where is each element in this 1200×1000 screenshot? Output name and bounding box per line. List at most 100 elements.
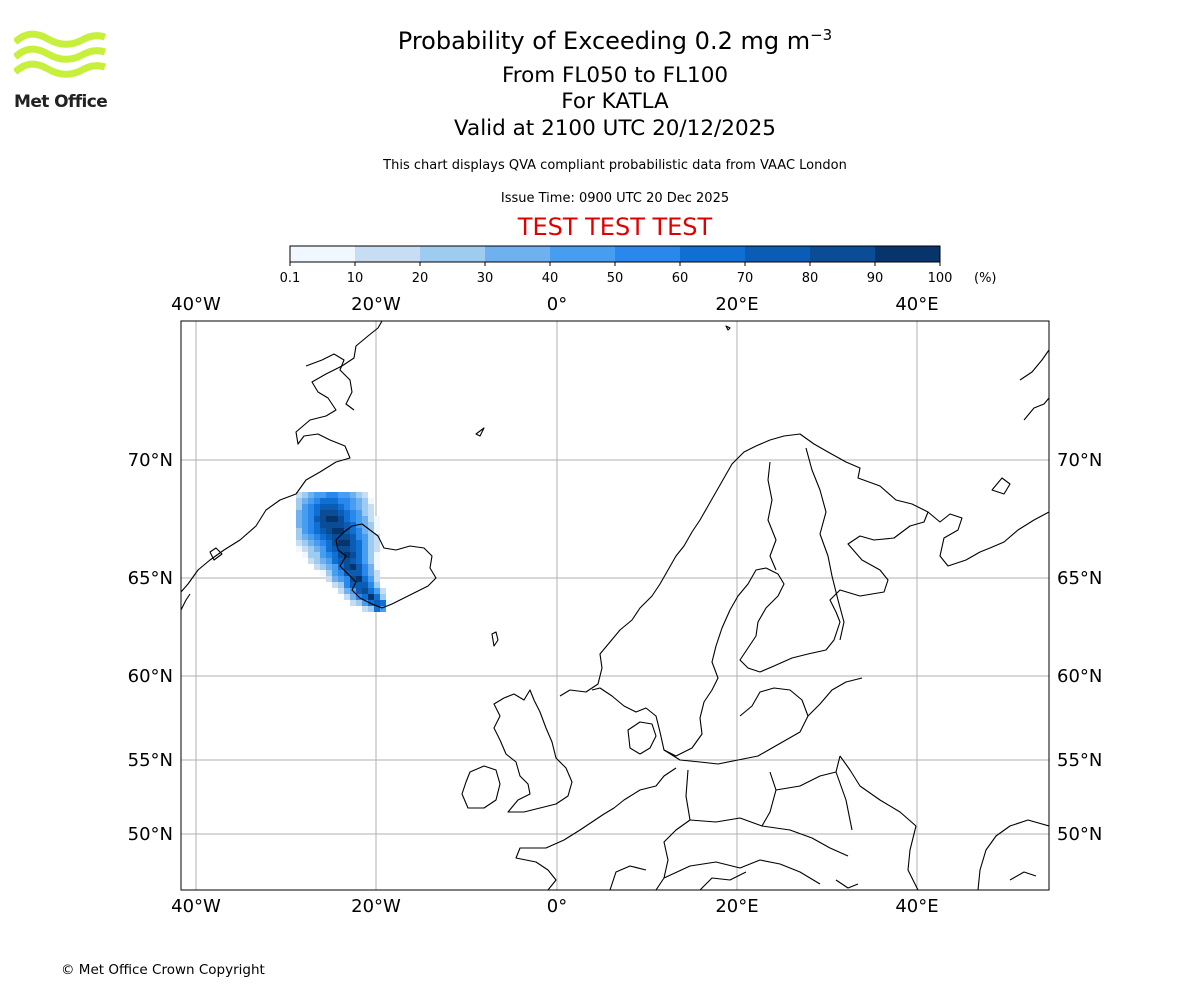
plume-cell: [374, 534, 380, 540]
plume-cell: [362, 564, 368, 570]
plume-cell: [344, 546, 350, 552]
colorbar-tick-label: 20: [412, 271, 429, 286]
plume-cell: [368, 564, 374, 570]
plume-cell: [374, 552, 380, 558]
plume-cell: [302, 540, 308, 546]
plume-cell: [344, 552, 350, 558]
plume-cell: [320, 516, 326, 522]
lat-label-right: 65°N: [1057, 568, 1102, 589]
plume-cell: [386, 600, 392, 606]
plume-cell: [308, 510, 314, 516]
met-office-logo: Met Office: [12, 30, 108, 114]
plume-cell: [302, 510, 308, 516]
plume-cell: [308, 528, 314, 534]
plume-cell: [338, 558, 344, 564]
plume-cell: [350, 498, 356, 504]
plume-cell: [344, 558, 350, 564]
plume-cell: [350, 558, 356, 564]
plume-cell: [320, 546, 326, 552]
plume-cell: [362, 600, 368, 606]
sweden-coast: [591, 567, 785, 757]
plume-cell: [332, 564, 338, 570]
copyright: © Met Office Crown Copyright: [61, 962, 265, 978]
lon-label-top: 20°E: [715, 294, 758, 315]
plume-cell: [344, 522, 350, 528]
plume-cell: [368, 588, 374, 594]
colorbar-segment: [615, 246, 681, 262]
plume-cell: [332, 576, 338, 582]
plume-cell: [374, 540, 380, 546]
plume-cell: [338, 498, 344, 504]
plume-cell: [356, 498, 362, 504]
plume-cell: [368, 522, 374, 528]
plume-cell: [332, 492, 338, 498]
lon-label-bottom: 40°E: [895, 896, 938, 917]
lat-label-right: 70°N: [1057, 450, 1102, 471]
plume-cell: [314, 504, 320, 510]
colorbar-tick-label: 30: [477, 271, 494, 286]
plume-cell: [332, 528, 338, 534]
plume-cell: [362, 522, 368, 528]
plume-cell: [362, 552, 368, 558]
plume-cell: [320, 522, 326, 528]
ash-probability-plume: [296, 492, 392, 612]
plume-cell: [332, 540, 338, 546]
axis-labels: 40°W 20°W 0° 20°E 40°E 40°W 20°W 0° 20°E…: [128, 294, 1103, 917]
plume-cell: [302, 534, 308, 540]
plume-cell: [356, 600, 362, 606]
plume-cell: [362, 588, 368, 594]
plume-cell: [338, 522, 344, 528]
plume-cell: [356, 546, 362, 552]
colorbar: 0.1 10 20 30 40 50 60 70 80 90 100 (%): [280, 245, 997, 286]
plume-cell: [296, 510, 302, 516]
plume-cell: [368, 594, 374, 600]
colorbar-segment: [810, 246, 876, 262]
plume-cell: [368, 540, 374, 546]
plume-cell: [320, 540, 326, 546]
plume-cell: [296, 522, 302, 528]
plume-cell: [320, 498, 326, 504]
plume-cell: [302, 552, 308, 558]
plume-cell: [326, 528, 332, 534]
plume-cell: [326, 522, 332, 528]
plume-cell: [362, 498, 368, 504]
plume-cell: [350, 492, 356, 498]
plume-cell: [308, 498, 314, 504]
plume-cell: [320, 510, 326, 516]
lat-label-left: 70°N: [128, 450, 173, 471]
plume-cell: [356, 534, 362, 540]
lat-label-right: 50°N: [1057, 824, 1102, 845]
lon-label-bottom: 20°E: [715, 896, 758, 917]
colorbar-segment: [550, 246, 616, 262]
plume-cell: [350, 516, 356, 522]
issue-time: Issue Time: 0900 UTC 20 Dec 2025: [500, 191, 730, 206]
plume-cell: [362, 606, 368, 612]
plume-cell: [296, 534, 302, 540]
plume-cell: [320, 564, 326, 570]
plume-cell: [356, 564, 362, 570]
plume-cell: [344, 516, 350, 522]
plume-cell: [374, 588, 380, 594]
colorbar-segment: [680, 246, 746, 262]
lat-label-left: 65°N: [128, 568, 173, 589]
lon-label-top: 0°: [547, 294, 567, 315]
plume-cell: [332, 534, 338, 540]
plume-cell: [338, 492, 344, 498]
plume-cell: [374, 576, 380, 582]
plume-cell: [356, 558, 362, 564]
plume-cell: [314, 546, 320, 552]
plume-cell: [374, 606, 380, 612]
colorbar-tick-label: 0.1: [280, 271, 301, 286]
plume-cell: [326, 516, 332, 522]
plume-cell: [338, 534, 344, 540]
plume-cell: [332, 570, 338, 576]
plume-cell: [368, 516, 374, 522]
plume-cell: [320, 558, 326, 564]
logo-text: Met Office: [14, 92, 108, 112]
uk-coast: [493, 689, 573, 813]
plume-cell: [308, 558, 314, 564]
plume-cell: [344, 510, 350, 516]
plume-cell: [356, 510, 362, 516]
plume-cell: [356, 576, 362, 582]
